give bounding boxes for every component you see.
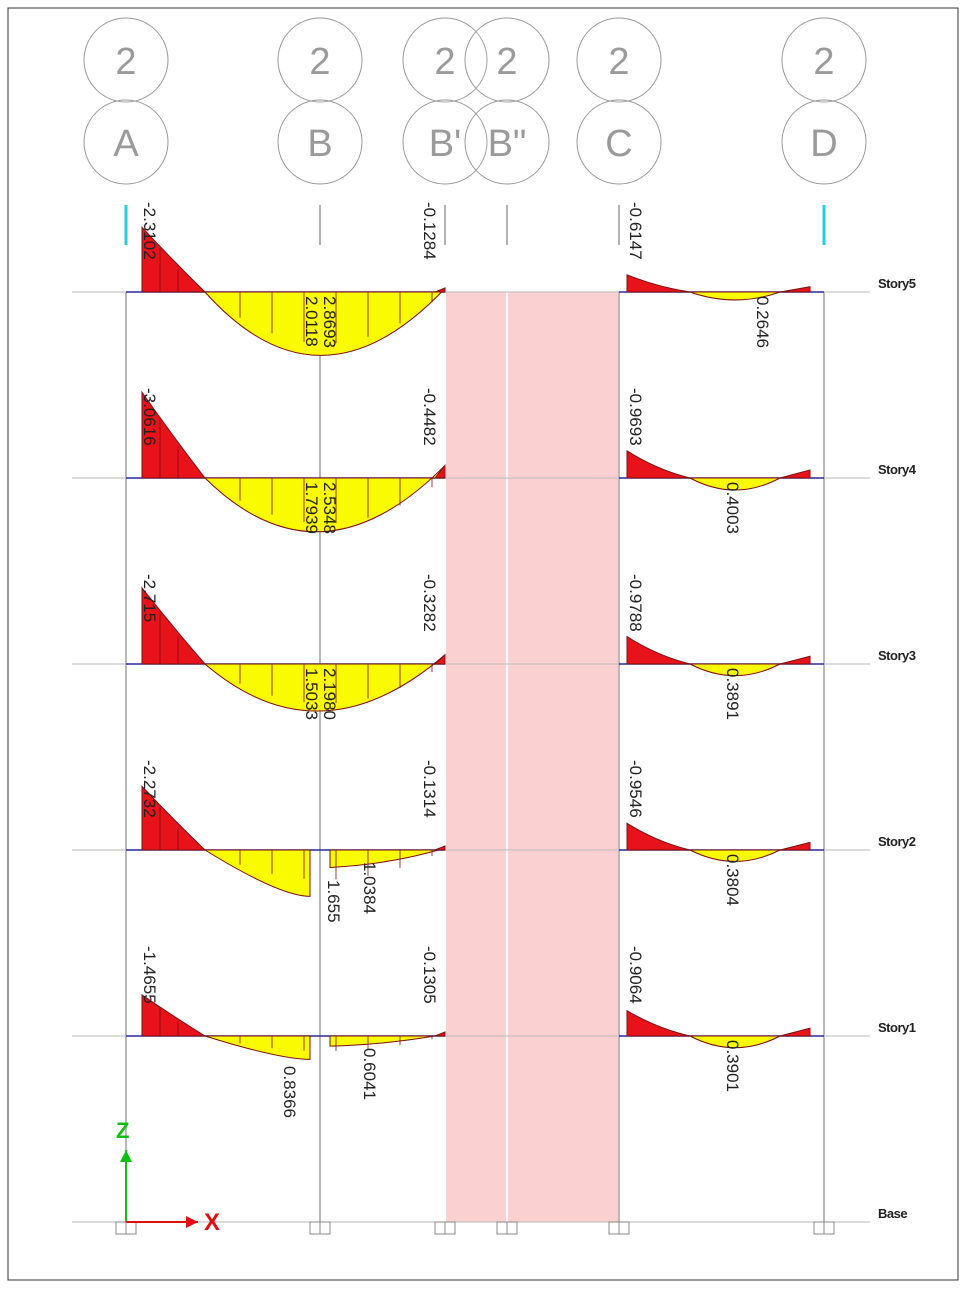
negative-moment-a bbox=[141, 785, 207, 851]
moment-label-c: -0.9693 bbox=[626, 388, 645, 446]
grid-bubble-number bbox=[781, 17, 867, 103]
negative-moment-c bbox=[626, 449, 691, 479]
moment-label-bp: -0.3282 bbox=[420, 574, 439, 632]
moment-label-b-right: 2.8693 bbox=[320, 296, 339, 348]
grid-bubble-letter-text: A bbox=[113, 123, 139, 165]
story-label: Story3 bbox=[878, 648, 916, 663]
grid-bubble-number bbox=[464, 17, 550, 103]
negative-moment-bp bbox=[434, 1031, 446, 1037]
positive-moment-cd bbox=[689, 1035, 781, 1049]
negative-moment-d bbox=[779, 469, 811, 479]
grid-bubble-letter-text: B' bbox=[429, 123, 462, 165]
moment-label-cd: 0.4003 bbox=[723, 482, 742, 534]
moment-label-b-left: 1.7939 bbox=[302, 482, 321, 534]
grid-bubble-letter-text: B bbox=[307, 123, 332, 165]
positive-moment-ab bbox=[204, 1035, 311, 1060]
x-axis-arrow bbox=[186, 1216, 198, 1228]
grid-bubble-number-text: 2 bbox=[434, 41, 455, 83]
negative-moment-d bbox=[779, 286, 811, 293]
z-axis-label: Z bbox=[116, 1118, 129, 1143]
moment-label-c: -0.6147 bbox=[626, 202, 645, 260]
positive-moment-abp bbox=[203, 287, 446, 356]
negative-moment-a bbox=[141, 994, 207, 1037]
negative-moment-bp bbox=[434, 845, 446, 851]
x-axis-label: X bbox=[204, 1209, 220, 1236]
grid-bubble-number bbox=[402, 17, 488, 103]
grid-bubble-letter bbox=[464, 99, 550, 185]
negative-moment-c bbox=[626, 635, 691, 665]
negative-moment-c bbox=[626, 822, 691, 851]
moment-label-b-right: 0.6041 bbox=[360, 1048, 379, 1100]
moment-label-cd: 0.2646 bbox=[753, 296, 772, 348]
moment-label-a: -1.4655 bbox=[140, 946, 159, 1004]
grid-bubble-number-text: 2 bbox=[496, 41, 517, 83]
negative-moment-d bbox=[779, 1027, 811, 1037]
moment-label-a: -2.2732 bbox=[140, 760, 159, 818]
moment-label-c: -0.9546 bbox=[626, 760, 645, 818]
moment-label-b-left: 2.0118 bbox=[302, 296, 321, 347]
story-label: Story5 bbox=[878, 276, 916, 291]
positive-moment-cd bbox=[689, 291, 781, 301]
moment-label-bp: -0.1314 bbox=[420, 760, 439, 818]
negative-moment-bp bbox=[433, 653, 446, 665]
positive-moment-ab bbox=[203, 849, 311, 897]
negative-moment-a bbox=[141, 586, 207, 665]
grid-bubble-letter-text: C bbox=[605, 123, 632, 165]
grid-bubble-letter bbox=[781, 99, 867, 185]
grid-bubble-letter bbox=[83, 99, 169, 185]
positive-moment-cd bbox=[689, 849, 781, 862]
grid-bubble-number bbox=[576, 17, 662, 103]
positive-moment-abp bbox=[203, 464, 446, 533]
positive-moment-cd bbox=[689, 477, 781, 491]
negative-moment-bp bbox=[433, 464, 446, 479]
negative-moment-c bbox=[626, 274, 691, 293]
moment-label-cd: 0.3901 bbox=[723, 1040, 742, 1092]
grid-bubble-number bbox=[83, 17, 169, 103]
moment-label-bp: -0.1284 bbox=[420, 202, 439, 260]
moment-label-b-left: 1.5033 bbox=[302, 668, 321, 720]
negative-moment-a bbox=[141, 390, 207, 479]
grid-bubble-number-text: 2 bbox=[813, 41, 834, 83]
negative-moment-d bbox=[779, 655, 811, 665]
moment-label-a: -2.715 bbox=[140, 574, 159, 622]
positive-moment-abp bbox=[203, 653, 446, 712]
moment-label-a: -3.0616 bbox=[140, 388, 159, 446]
negative-moment-d bbox=[779, 841, 811, 851]
negative-moment-c bbox=[626, 1009, 691, 1037]
moment-label-cd: 0.3891 bbox=[723, 668, 742, 720]
moment-label-b-left: 1.655 bbox=[324, 880, 343, 923]
z-axis-arrow bbox=[120, 1150, 132, 1162]
story-label: Story4 bbox=[878, 462, 917, 477]
moment-label-cd: 0.3804 bbox=[723, 854, 742, 906]
moment-label-bp: -0.4482 bbox=[420, 388, 439, 446]
story-label: Story2 bbox=[878, 834, 916, 849]
grid-bubble-letter bbox=[402, 99, 488, 185]
moment-label-b-left: 0.8366 bbox=[280, 1066, 299, 1118]
grid-bubble-number-text: 2 bbox=[608, 41, 629, 83]
story-label: Base bbox=[878, 1206, 907, 1221]
negative-moment-bp bbox=[434, 287, 446, 293]
moment-label-b-right: 1.0384 bbox=[360, 862, 379, 914]
opening-area bbox=[445, 292, 619, 1222]
grid-bubble-number-text: 2 bbox=[309, 41, 330, 83]
moment-label-b-right: 2.1980 bbox=[320, 668, 339, 720]
grid-bubble-letter-text: D bbox=[810, 123, 837, 165]
moment-label-c: -0.9064 bbox=[626, 946, 645, 1004]
moment-label-bp: -0.1305 bbox=[420, 946, 439, 1004]
moment-label-a: -2.3102 bbox=[140, 202, 159, 260]
grid-bubble-letter bbox=[277, 99, 363, 185]
moment-label-c: -0.9788 bbox=[626, 574, 645, 632]
grid-bubble-number bbox=[277, 17, 363, 103]
story-label: Story1 bbox=[878, 1020, 916, 1035]
moment-label-b-right: 2.5348 bbox=[320, 482, 339, 534]
positive-moment-cd bbox=[689, 663, 781, 677]
grid-bubble-letter bbox=[576, 99, 662, 185]
grid-bubble-number-text: 2 bbox=[115, 41, 136, 83]
grid-bubble-letter-text: B" bbox=[488, 123, 527, 165]
negative-moment-a bbox=[141, 226, 207, 293]
